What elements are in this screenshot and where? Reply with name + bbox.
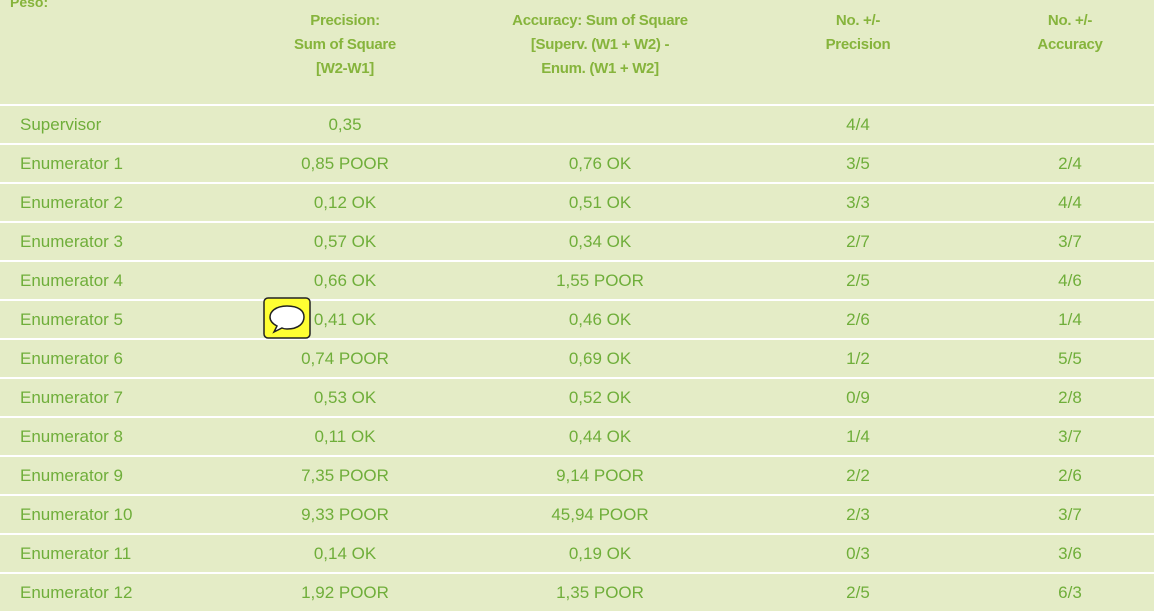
table-cell: 0,35 <box>328 115 362 134</box>
header-cell: Accuracy: Sum of Square [Superv. (W1 + W2… <box>460 9 740 81</box>
table-cell: 0,53 OK <box>313 388 377 407</box>
table-cell: 5/5 <box>1058 349 1082 368</box>
table-cell: 0,85 POOR <box>301 154 389 173</box>
row-label: Enumerator 3 <box>20 232 123 251</box>
table-cell: 0,34 OK <box>568 232 632 251</box>
header-line: Precision: <box>310 12 380 29</box>
table-cell: 2/6 <box>846 310 870 329</box>
table-cell: 9,33 POOR <box>301 505 389 524</box>
row-label: Supervisor <box>20 115 102 134</box>
row-label: Enumerator 4 <box>20 271 123 290</box>
header-line: Accuracy <box>1037 36 1103 53</box>
table-row: Enumerator 4 0,66 OK 1,55 POOR 2/5 4/6 <box>0 260 1154 299</box>
header-line: Sum of Square <box>294 36 396 53</box>
table-cell: 0,66 OK <box>313 271 377 290</box>
table-row: Enumerator 6 0,74 POOR 0,69 OK 1/2 5/5 <box>0 338 1154 377</box>
header-line: [Superv. (W1 + W2) - <box>530 36 670 53</box>
row-label: Enumerator 2 <box>20 193 123 212</box>
table-row: Enumerator 12 1,92 POOR 1,35 POOR 2/5 6/3 <box>0 572 1154 611</box>
table-row: Enumerator 7 0,53 OK 0,52 OK 0/9 2/8 <box>0 377 1154 416</box>
table-cell: 0,14 OK <box>313 544 377 563</box>
table-cell: 4/4 <box>846 115 870 134</box>
table-row: Enumerator 9 7,35 POOR 9,14 POOR 2/2 2/6 <box>0 455 1154 494</box>
table-cell: 2/7 <box>846 232 870 251</box>
table-cell: 0,41 OK <box>313 310 377 329</box>
table-cell: 0,44 OK <box>568 427 632 446</box>
table-row: Enumerator 5 0,41 OK 0,46 OK 2/6 1/4 <box>0 299 1154 338</box>
table-cell: 0,12 OK <box>313 193 377 212</box>
table-cell: 0,57 OK <box>313 232 377 251</box>
table-cell: 3/3 <box>846 193 870 212</box>
table-cell: 0,69 OK <box>568 349 632 368</box>
table-cell: 2/5 <box>846 271 870 290</box>
header-line: No. +/- <box>835 12 881 29</box>
table-cell: 1,92 POOR <box>301 583 389 602</box>
table-cell: 1/4 <box>1058 310 1082 329</box>
table-cell: 2/8 <box>1058 388 1082 407</box>
header-cell: Precision: Sum of Square [W2-W1] <box>230 9 460 81</box>
table-cell: 6/3 <box>1058 583 1082 602</box>
table-cell: 7,35 POOR <box>301 466 389 485</box>
table-cell: 3/6 <box>1058 544 1082 563</box>
row-label: Enumerator 5 <box>20 310 123 329</box>
table-cell: 45,94 POOR <box>551 505 649 524</box>
row-label: Enumerator 10 <box>20 505 133 524</box>
table-cell: 1,55 POOR <box>556 271 644 290</box>
comment-icon[interactable] <box>263 297 311 339</box>
table-cell: 0/3 <box>846 544 870 563</box>
table-cell: 0,11 OK <box>314 427 376 446</box>
title: Peso: <box>10 0 49 10</box>
table-cell: 4/6 <box>1058 271 1082 290</box>
table-cell: 2/6 <box>1058 466 1082 485</box>
table-cell: 3/7 <box>1058 505 1082 524</box>
table-cell: 9,14 POOR <box>556 466 644 485</box>
table-row: Enumerator 3 0,57 OK 0,34 OK 2/7 3/7 <box>0 221 1154 260</box>
table-cell: 2/5 <box>846 583 870 602</box>
table-row: Enumerator 10 9,33 POOR 45,94 POOR 2/3 3/7 <box>0 494 1154 533</box>
table-cell: 1/4 <box>846 427 870 446</box>
table-cell: 0/9 <box>846 388 870 407</box>
table-cell: 1/2 <box>846 349 870 368</box>
table-cell: 0,76 OK <box>568 154 632 173</box>
header-line: Precision <box>825 36 891 53</box>
header-line: Accuracy: Sum of Square <box>512 12 688 29</box>
row-label: Enumerator 6 <box>20 349 123 368</box>
table-cell: 1,35 POOR <box>556 583 644 602</box>
table-cell: 0,74 POOR <box>301 349 389 368</box>
row-label: Enumerator 9 <box>20 466 123 485</box>
table-cell: 0,52 OK <box>568 388 632 407</box>
header-line: No. +/- <box>1047 12 1093 29</box>
table-cell: 2/2 <box>846 466 870 485</box>
header-cell: No. +/- Accuracy <box>980 9 1154 57</box>
header-line: Enum. (W1 + W2] <box>541 60 659 77</box>
row-label: Enumerator 8 <box>20 427 123 446</box>
table-row: Enumerator 2 0,12 OK 0,51 OK 3/3 4/4 <box>0 182 1154 221</box>
table-cell: 0,46 OK <box>568 310 632 329</box>
table-row: Enumerator 1 0,85 POOR 0,76 OK 3/5 2/4 <box>0 143 1154 182</box>
header-line: [W2-W1] <box>316 60 374 77</box>
table-cell: 4/4 <box>1058 193 1082 212</box>
table-cell: 2/3 <box>846 505 870 524</box>
table-cell: 3/7 <box>1058 232 1082 251</box>
row-label: Enumerator 7 <box>20 388 123 407</box>
row-label: Enumerator 1 <box>20 154 123 173</box>
table-cell: 0,19 OK <box>568 544 632 563</box>
table-cell: 2/4 <box>1058 154 1082 173</box>
table-cell: 3/7 <box>1058 427 1082 446</box>
table-cell: 3/5 <box>846 154 870 173</box>
table-row: Supervisor 0,35 4/4 <box>0 104 1154 143</box>
header-cell: No. +/- Precision <box>758 9 958 57</box>
table-row: Enumerator 11 0,14 OK 0,19 OK 0/3 3/6 <box>0 533 1154 572</box>
row-label: Enumerator 12 <box>20 583 133 602</box>
table-cell: 0,51 OK <box>568 193 632 212</box>
table-row: Enumerator 8 0,11 OK 0,44 OK 1/4 3/7 <box>0 416 1154 455</box>
row-label: Enumerator 11 <box>20 544 132 563</box>
